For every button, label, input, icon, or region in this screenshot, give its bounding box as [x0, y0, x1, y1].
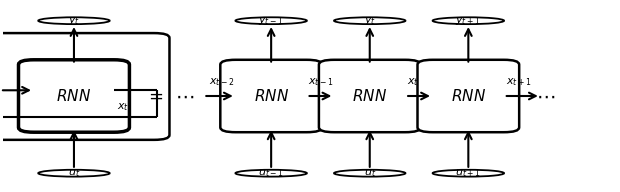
- Text: $y_t$: $y_t$: [68, 15, 80, 27]
- Text: $RNN$: $RNN$: [254, 88, 289, 104]
- Text: $x_{t-2}$: $x_{t-2}$: [209, 77, 234, 88]
- FancyBboxPatch shape: [220, 60, 322, 132]
- Text: $\cdots$: $\cdots$: [536, 87, 556, 105]
- Ellipse shape: [334, 170, 405, 177]
- Text: $x_t$: $x_t$: [407, 77, 419, 88]
- FancyBboxPatch shape: [19, 60, 130, 132]
- Ellipse shape: [433, 17, 504, 24]
- Ellipse shape: [334, 17, 405, 24]
- Ellipse shape: [38, 170, 110, 177]
- Text: $y_{t+1}$: $y_{t+1}$: [456, 15, 481, 27]
- Text: $x_{t-1}$: $x_{t-1}$: [308, 77, 334, 88]
- Text: $RNN$: $RNN$: [352, 88, 388, 104]
- Text: $RNN$: $RNN$: [451, 88, 486, 104]
- Ellipse shape: [433, 170, 504, 177]
- FancyBboxPatch shape: [319, 60, 420, 132]
- Ellipse shape: [236, 170, 307, 177]
- Text: $y_t$: $y_t$: [364, 15, 376, 27]
- Text: $u_{t+1}$: $u_{t+1}$: [455, 167, 481, 179]
- Text: $u_{t-1}$: $u_{t-1}$: [258, 167, 284, 179]
- Ellipse shape: [236, 17, 307, 24]
- Text: $x_{t+1}$: $x_{t+1}$: [506, 77, 531, 88]
- Text: $x_t$: $x_t$: [117, 102, 129, 113]
- Text: $u_t$: $u_t$: [68, 167, 80, 179]
- FancyBboxPatch shape: [417, 60, 519, 132]
- Ellipse shape: [38, 17, 110, 24]
- Text: $y_{t-1}$: $y_{t-1}$: [259, 15, 284, 27]
- Text: $RNN$: $RNN$: [56, 88, 92, 104]
- Text: $u_t$: $u_t$: [363, 167, 376, 179]
- Text: $=$: $=$: [144, 87, 164, 105]
- Text: $\cdots$: $\cdots$: [175, 87, 195, 105]
